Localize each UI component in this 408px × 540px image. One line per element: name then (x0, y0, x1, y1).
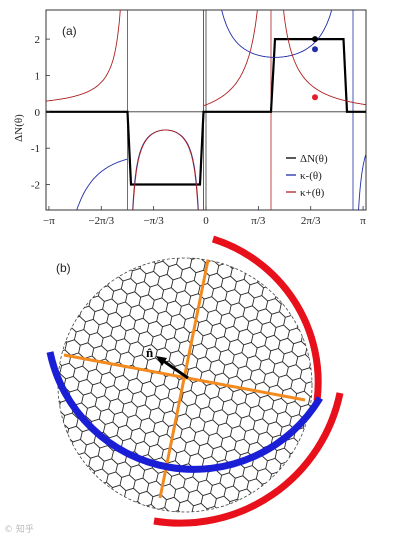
red-arc-inner (153, 392, 344, 527)
series-line-kappa-plus (203, 10, 258, 107)
legend-entry: κ-(θ) (300, 170, 322, 182)
x-tick-label: 0 (203, 215, 209, 227)
panel-a-label: (a) (62, 24, 77, 38)
legend-entry: ΔN(θ) (300, 153, 328, 165)
orange-axis-1 (158, 259, 210, 499)
x-tick-label: −π/3 (143, 215, 164, 227)
series-line-kappa-plus (132, 129, 199, 210)
x-tick-label: π/3 (251, 215, 266, 227)
panel-b-diagram: (b) n̂ (46, 235, 344, 527)
normal-vector: n̂ (146, 345, 189, 380)
series-line-kappa-plus (46, 10, 121, 102)
ticks-layer: −π −2π/3 −π/3 0 π/3 2π/3 π -2 -1 0 1 2 (31, 34, 366, 227)
panel-b-label: (b) (56, 261, 71, 275)
series-line-kappa-minus (132, 129, 199, 210)
data-point-marker (312, 94, 318, 101)
y-tick-label: 2 (35, 34, 41, 46)
data-point-marker (312, 46, 318, 53)
normal-vector-arrow (161, 358, 189, 380)
x-tick-label: π (360, 215, 366, 227)
disk-boundary (57, 257, 313, 513)
panel-a-chart: −π −2π/3 −π/3 0 π/3 2π/3 π -2 -1 0 1 2 (a) ΔN(θ) ΔN… (13, 9, 367, 227)
y-tick-label: -2 (31, 180, 40, 192)
y-tick-label: 0 (35, 107, 41, 119)
x-tick-label: 2π/3 (301, 215, 321, 227)
legend: ΔN(θ) κ-(θ) κ+(θ) (286, 153, 328, 199)
normal-vector-label: n̂ (146, 345, 154, 360)
series-line-delta-n (46, 38, 366, 186)
legend-entry: κ+(θ) (300, 187, 325, 199)
orange-axis-2 (63, 353, 306, 402)
arrow-head-icon (156, 356, 167, 366)
x-tick-label: −2π/3 (88, 215, 114, 227)
series-line-kappa-minus (76, 158, 128, 210)
x-tick-label: −π (43, 215, 55, 227)
series-line-kappa-minus (358, 154, 366, 210)
red-arc-outer (211, 235, 322, 402)
series-line-kappa-minus (221, 10, 333, 58)
series-line-kappa-plus (283, 10, 366, 106)
watermark: © 知乎 (4, 525, 34, 535)
y-tick-label: -1 (31, 143, 40, 155)
y-axis-label: ΔN(θ) (13, 114, 25, 142)
y-tick-label: 1 (35, 70, 41, 82)
data-point-marker (312, 36, 318, 43)
curves-layer (46, 10, 366, 210)
blue-arc (46, 351, 323, 473)
